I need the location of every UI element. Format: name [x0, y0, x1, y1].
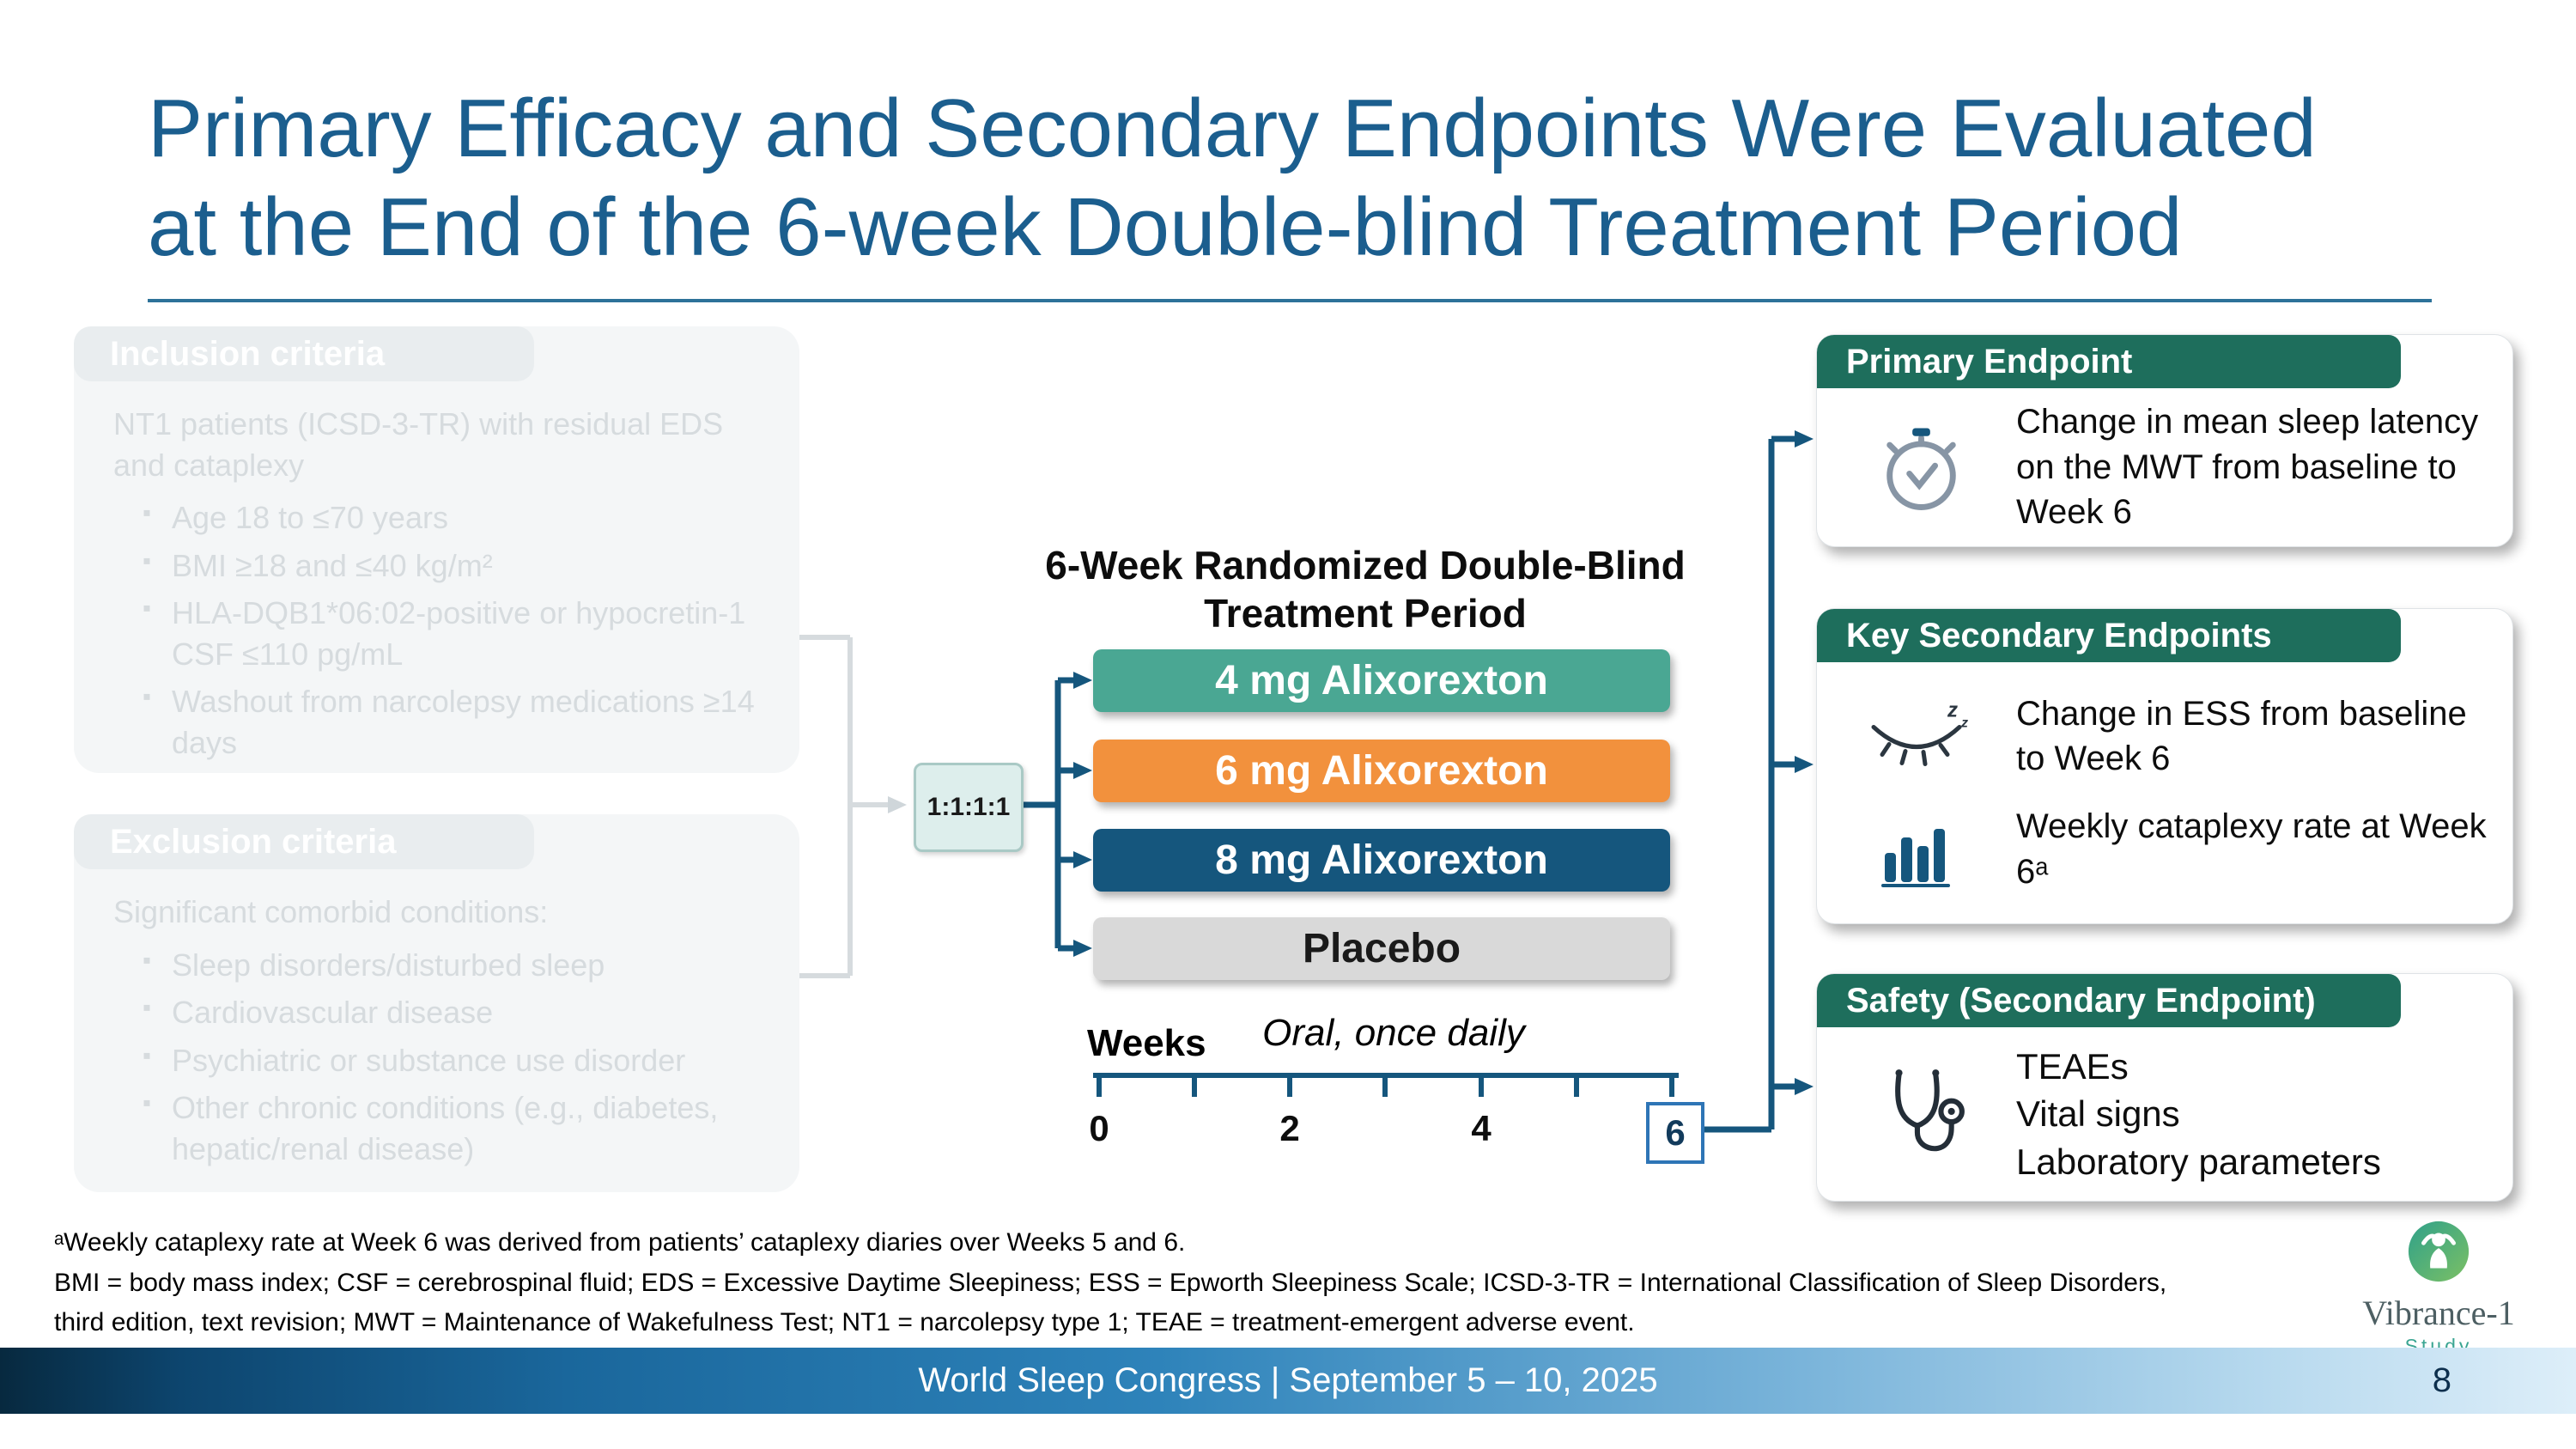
- inclusion-criteria-panel: Inclusion criteria NT1 patients (ICSD-3-…: [74, 326, 799, 773]
- treatment-period-heading-line-1: 6-Week Randomized Double-Blind: [1045, 543, 1686, 588]
- exclusion-item: Other chronic conditions (e.g., diabetes…: [137, 1087, 756, 1169]
- safety-line-vital-signs: Vital signs: [2016, 1093, 2180, 1135]
- footer-conference-text: World Sleep Congress | September 5 – 10,…: [918, 1361, 1658, 1399]
- safety-endpoint-header: Safety (Secondary Endpoint): [1817, 974, 2401, 1027]
- treatment-period-heading-line-2: Treatment Period: [1204, 591, 1527, 636]
- page-number: 8: [2432, 1361, 2451, 1399]
- inclusion-intro: NT1 patients (ICSD-3-TR) with residual E…: [113, 406, 724, 483]
- exclusion-criteria-body: Significant comorbid conditions: Sleep d…: [74, 883, 799, 1176]
- footnote-line-3: third edition, text revision; MWT = Main…: [54, 1308, 1635, 1336]
- safety-line-teaes: TEAEs: [2016, 1045, 2129, 1087]
- exclusion-list: Sleep disorders/disturbed sleep Cardiova…: [113, 945, 756, 1170]
- timeline-label-week4: 4: [1471, 1108, 1492, 1148]
- dosing-note: Oral, once daily: [1262, 1012, 1525, 1054]
- timeline-tick: [1097, 1073, 1102, 1097]
- inclusion-item: HLA-DQB1*06:02-positive or hypocretin-1 …: [137, 593, 756, 674]
- primary-endpoint-text: Change in mean sleep latency on the MWT …: [2016, 402, 2479, 532]
- inclusion-item: Washout from narcolepsy medications ≥14 …: [137, 681, 756, 763]
- title-line-2: at the End of the 6-week Double-blind Tr…: [148, 181, 2183, 274]
- treatment-arm-placebo: Placebo: [1093, 917, 1670, 980]
- bar-chart-icon: [1848, 808, 1994, 890]
- criteria-connector: [799, 635, 907, 978]
- stopwatch-icon: [1848, 418, 1994, 517]
- safety-endpoint-lines: TEAEs Vital signs Laboratory parameters: [2016, 1043, 2381, 1185]
- treatment-arm-4mg: 4 mg Alixorexton: [1093, 649, 1670, 712]
- ess-endpoint-row: z z Change in ESS from baseline to Week …: [1848, 691, 2492, 782]
- footnote-line-2: BMI = body mass index; CSF = cerebrospin…: [54, 1268, 2167, 1297]
- logo-name: Vibrance-1: [2362, 1294, 2515, 1332]
- timeline-tick: [1192, 1073, 1197, 1097]
- randomization-ratio-box: 1:1:1:1: [914, 763, 1024, 852]
- exclusion-item: Psychiatric or substance use disorder: [137, 1040, 756, 1081]
- timeline-label-week2: 2: [1279, 1108, 1300, 1148]
- footnotes: ᵃWeekly cataplexy rate at Week 6 was der…: [54, 1223, 2304, 1343]
- treatment-arm-8mg: 8 mg Alixorexton: [1093, 829, 1670, 892]
- exclusion-criteria-panel: Exclusion criteria Significant comorbid …: [74, 814, 799, 1192]
- randomization-connector: [1024, 672, 1092, 957]
- timeline-tick: [1479, 1073, 1484, 1097]
- vibrance-study-logo: Vibrance-1 Study: [2357, 1218, 2520, 1358]
- inclusion-criteria-body: NT1 patients (ICSD-3-TR) with residual E…: [74, 395, 799, 770]
- safety-line-laboratory: Laboratory parameters: [2016, 1141, 2381, 1182]
- endpoints-connector: [1704, 430, 1814, 1133]
- key-secondary-endpoints-body: z z Change in ESS from baseline to Week …: [1817, 662, 2512, 923]
- timeline-label-week0: 0: [1089, 1108, 1109, 1148]
- timeline-tick: [1287, 1073, 1292, 1097]
- week-6-marker: 6: [1646, 1102, 1704, 1164]
- timeline-axis-label: Weeks: [1087, 1022, 1206, 1064]
- title-line-1: Primary Efficacy and Secondary Endpoints…: [148, 82, 2317, 174]
- stethoscope-icon: [1848, 1066, 1994, 1162]
- sleepy-eye-icon: z z: [1848, 698, 1994, 774]
- key-secondary-endpoints-card: Key Secondary Endpoints z z: [1816, 608, 2513, 924]
- slide-title: Primary Efficacy and Secondary Endpoints…: [148, 79, 2466, 277]
- exclusion-intro: Significant comorbid conditions:: [113, 894, 549, 929]
- timeline-tick: [1574, 1073, 1579, 1097]
- cataplexy-endpoint-row: Weekly cataplexy rate at Week 6ᵃ: [1848, 804, 2492, 895]
- exclusion-item: Cardiovascular disease: [137, 992, 756, 1033]
- title-underline: [148, 299, 2432, 302]
- vibrance-logo-icon: [2405, 1221, 2472, 1288]
- primary-endpoint-header: Primary Endpoint: [1817, 335, 2401, 388]
- exclusion-criteria-header: Exclusion criteria: [74, 814, 534, 869]
- inclusion-criteria-header: Inclusion criteria: [74, 326, 534, 381]
- ess-endpoint-text: Change in ESS from baseline to Week 6: [2016, 694, 2467, 778]
- safety-endpoint-card: Safety (Secondary Endpoint) TEAEs: [1816, 973, 2513, 1202]
- cataplexy-endpoint-text: Weekly cataplexy rate at Week 6ᵃ: [2016, 807, 2487, 891]
- footer-bar: World Sleep Congress | September 5 – 10,…: [0, 1348, 2576, 1414]
- inclusion-item: Age 18 to ≤70 years: [137, 497, 756, 539]
- timeline-tick: [1382, 1073, 1388, 1097]
- svg-text:z: z: [1960, 716, 1968, 731]
- inclusion-list: Age 18 to ≤70 years BMI ≥18 and ≤40 kg/m…: [113, 497, 756, 763]
- key-secondary-endpoints-header: Key Secondary Endpoints: [1817, 609, 2401, 662]
- treatment-arm-6mg: 6 mg Alixorexton: [1093, 740, 1670, 802]
- timeline-tick: [1669, 1073, 1674, 1097]
- footnote-line-1: ᵃWeekly cataplexy rate at Week 6 was der…: [54, 1228, 1186, 1257]
- primary-endpoint-card: Primary Endpoint Change in mean sleep la…: [1816, 334, 2513, 547]
- exclusion-item: Sleep disorders/disturbed sleep: [137, 945, 756, 986]
- treatment-period-heading: 6-Week Randomized Double-Blind Treatment…: [1030, 541, 1700, 637]
- safety-endpoint-body: TEAEs Vital signs Laboratory parameters: [1817, 1027, 2512, 1201]
- primary-endpoint-body: Change in mean sleep latency on the MWT …: [1817, 388, 2512, 546]
- inclusion-item: BMI ≥18 and ≤40 kg/m²: [137, 545, 756, 587]
- svg-text:z: z: [1947, 699, 1958, 722]
